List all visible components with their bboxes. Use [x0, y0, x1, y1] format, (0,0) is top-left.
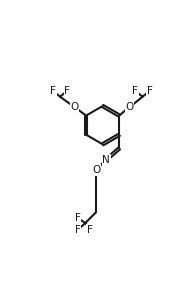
Text: F: F [75, 225, 81, 235]
Text: O: O [92, 165, 100, 175]
Text: F: F [75, 213, 81, 223]
Text: F: F [50, 86, 56, 96]
Text: O: O [125, 102, 134, 112]
Text: F: F [147, 86, 153, 96]
Text: O: O [70, 102, 79, 112]
Text: F: F [87, 225, 93, 235]
Text: F: F [132, 86, 138, 96]
Text: N: N [102, 155, 110, 165]
Text: F: F [64, 86, 70, 96]
